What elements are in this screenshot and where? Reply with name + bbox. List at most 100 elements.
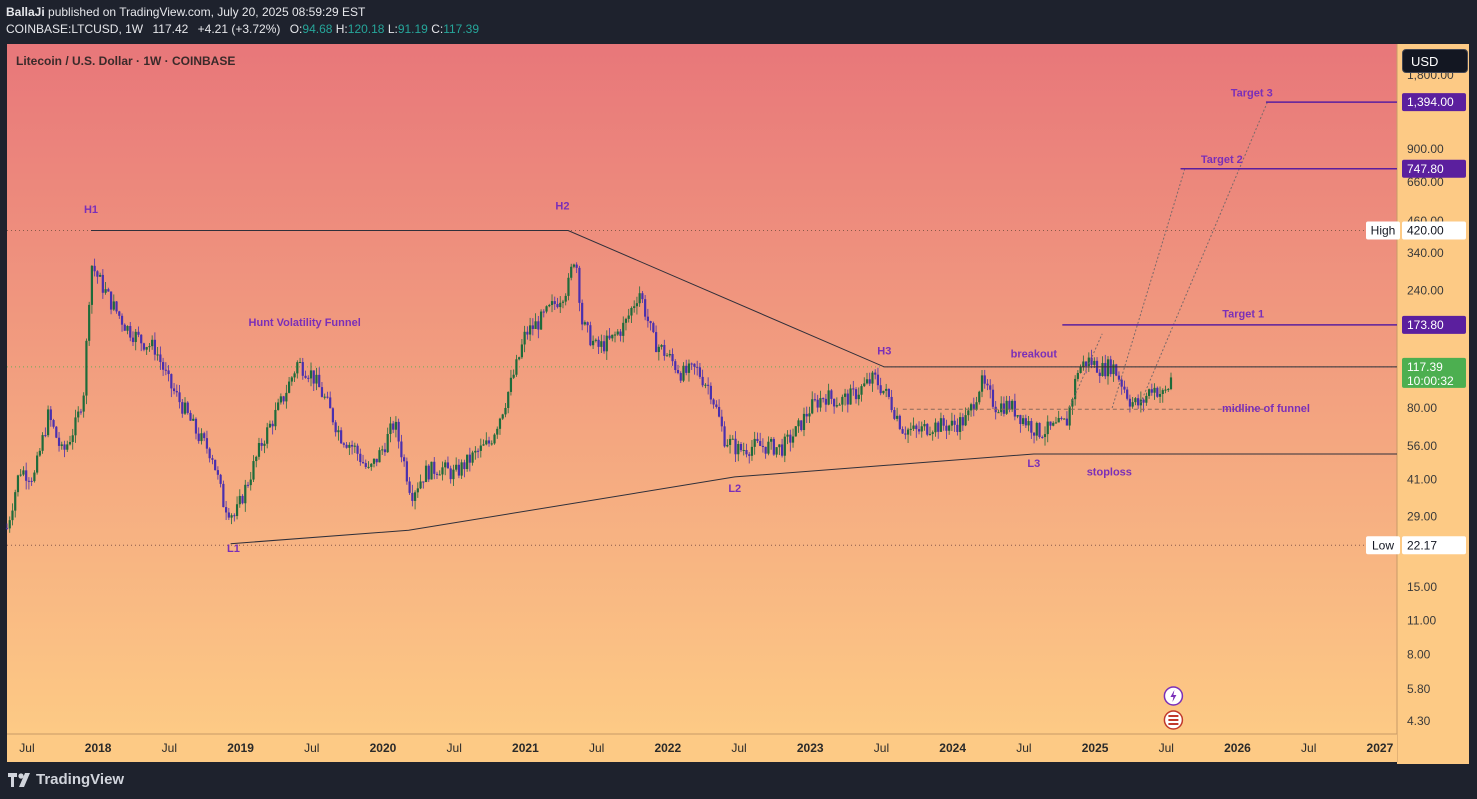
candle-body [548,304,551,307]
candle-body [728,438,732,445]
target-price-tag-bg [1402,159,1466,178]
x-tick-label: 2020 [370,741,397,755]
candle-body [991,389,995,407]
candle-body [482,444,485,446]
candle-body [238,495,241,505]
candle-body [1019,415,1022,425]
candle-body [559,302,562,308]
candle-body [1106,359,1110,377]
candle-body [841,396,844,405]
candle-body [939,418,943,432]
candle-body [737,444,740,455]
candle-body [605,335,608,352]
candle-body [370,463,373,467]
candle-body [687,363,691,373]
y-tick-label: 8.00 [1407,647,1431,661]
candle-body [783,436,786,456]
tradingview-logo[interactable]: TradingView [8,771,124,788]
candle-body [466,454,469,470]
candle-body [1079,366,1082,373]
candle-body [279,396,282,403]
candle-body [638,293,641,304]
candle-body [567,277,570,296]
candle-body [1060,417,1063,419]
candle-body [1112,364,1115,375]
candle-body [679,373,682,381]
author-name[interactable]: BallaJi [6,5,45,19]
candle-body [476,450,480,452]
candle-body [181,402,184,414]
candle-body [797,420,800,427]
candle-body [529,325,532,335]
candle-body [446,462,450,469]
candle-body [983,375,986,384]
annotation-label: Target 1 [1222,309,1264,321]
candle-body [1101,362,1104,376]
candle-body [950,420,953,426]
candle-body [512,374,515,378]
candle-body [298,362,302,364]
candle-body [660,344,663,347]
candle-body [761,445,765,447]
candle-body [435,473,439,475]
candle-body [312,370,315,384]
candle-body [416,488,419,493]
candle-body [887,388,890,397]
candle-body [712,399,715,405]
candle-body [923,423,926,427]
candle-body [296,362,299,374]
candle-body [770,438,773,442]
candle-body [980,375,984,392]
candle-body [441,467,444,475]
candle-body [30,480,33,482]
candle-body [813,399,817,401]
candle-body [1090,357,1093,365]
candle-body [194,418,198,434]
candle-body [427,465,430,480]
candle-body [775,447,778,455]
candle-body [507,391,510,408]
annotation-label: L1 [227,543,240,555]
candle-body [745,450,748,455]
low-label: L: [387,22,398,36]
candle-body [287,381,291,393]
candle-body [885,388,888,391]
price-chart[interactable]: Litecoin / U.S. Dollar · 1W · COINBASE 1,… [0,44,1477,764]
candle-body [90,265,94,305]
candle-body [356,445,359,454]
candle-body [19,474,22,476]
candle-body [865,379,869,384]
candle-body [172,388,176,392]
candle-body [331,408,335,423]
candle-body [789,434,792,443]
candle-body [863,383,866,387]
countdown-tag: 10:00:32 [1407,374,1454,388]
annotation-label: L3 [1027,458,1040,470]
candle-body [879,385,882,394]
annotation-label: midline of funnel [1222,403,1310,415]
candle-body [304,375,307,378]
candle-body [145,347,148,350]
candle-body [449,468,452,480]
candle-body [1128,398,1132,407]
candle-body [849,388,852,405]
candle-body [227,512,230,518]
candle-body [1126,389,1129,399]
x-tick-label: 2021 [512,741,539,755]
candle-body [759,440,762,446]
candle-body [1158,393,1162,397]
y-tick-label: 41.00 [1407,472,1437,486]
target-price-tag-bg [1402,93,1466,112]
candle-body [520,344,523,358]
currency-button[interactable]: USD [1402,49,1468,73]
candle-body [474,450,477,453]
candle-body [926,423,929,435]
candle-body [438,474,441,476]
tradingview-logo-icon [8,772,30,787]
candle-body [989,385,992,390]
low-value: 91.19 [397,22,428,36]
candle-body [353,445,356,447]
candle-body [1008,400,1011,410]
candle-body [345,444,348,448]
x-tick-label: Jul [731,741,746,755]
